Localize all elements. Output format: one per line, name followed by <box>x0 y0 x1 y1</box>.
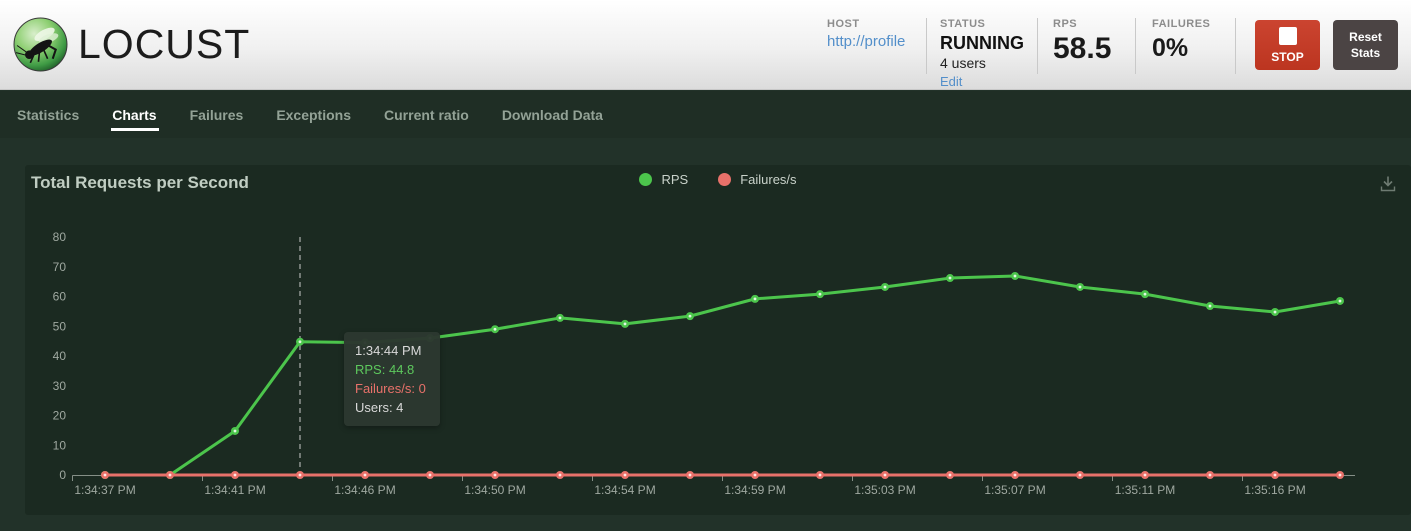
svg-text:0: 0 <box>59 468 66 482</box>
tab-failures[interactable]: Failures <box>189 106 244 123</box>
divider <box>1135 18 1136 74</box>
chart-title: Total Requests per Second <box>31 173 249 192</box>
svg-text:10: 10 <box>53 438 67 452</box>
svg-text:40: 40 <box>53 349 67 363</box>
locust-logo-icon <box>13 17 68 72</box>
svg-text:1:35:07 PM: 1:35:07 PM <box>984 483 1045 497</box>
svg-text:60: 60 <box>53 290 67 304</box>
divider <box>1235 18 1236 74</box>
stop-button[interactable]: STOP <box>1255 20 1320 70</box>
host-label: HOST <box>827 18 860 30</box>
download-chart-icon[interactable] <box>1378 174 1398 194</box>
failures-stat: FAILURES 0% <box>1152 18 1210 63</box>
stop-icon <box>1278 26 1297 45</box>
tab-current-ratio[interactable]: Current ratio <box>384 106 469 123</box>
svg-text:80: 80 <box>53 230 67 244</box>
svg-text:1:35:03 PM: 1:35:03 PM <box>854 483 915 497</box>
status-users: 4 users <box>940 55 986 71</box>
reset-stats-button[interactable]: Reset Stats <box>1333 20 1398 70</box>
svg-text:1:34:46 PM: 1:34:46 PM <box>334 483 395 497</box>
chart-legend: RPS Failures/s <box>25 172 1411 187</box>
host-link[interactable]: http://profile <box>827 33 906 50</box>
rps-legend-dot-icon <box>639 173 653 186</box>
failures-value: 0% <box>1152 34 1189 62</box>
tooltip-users-label: Users: <box>355 400 397 415</box>
logo-text: LOCUST <box>78 21 251 67</box>
tooltip-rps-label: RPS: <box>355 362 389 377</box>
main-content: Total Requests per Second RPS Failures/s… <box>0 138 1411 531</box>
status-label: STATUS <box>940 18 986 30</box>
tooltip-time: 1:34:44 PM <box>355 343 422 358</box>
host-stat: HOST http://profile <box>827 18 905 50</box>
svg-text:1:34:41 PM: 1:34:41 PM <box>204 483 265 497</box>
tab-charts[interactable]: Charts <box>111 91 159 138</box>
rps-stat: RPS 58.5 <box>1053 18 1111 65</box>
divider <box>1037 18 1038 74</box>
header: LOCUST HOST http://profile STATUS RUNNIN… <box>0 0 1411 90</box>
tab-download-data[interactable]: Download Data <box>501 106 603 123</box>
status-value: RUNNING <box>940 33 1024 53</box>
svg-text:1:35:11 PM: 1:35:11 PM <box>1115 483 1175 497</box>
svg-text:1:35:16 PM: 1:35:16 PM <box>1244 483 1305 497</box>
legend-item-rps[interactable]: RPS <box>639 172 688 187</box>
svg-text:70: 70 <box>53 260 67 274</box>
rps-value: 58.5 <box>1053 32 1112 65</box>
tooltip-failures: Failures/s: 0 <box>355 379 429 398</box>
svg-text:30: 30 <box>53 379 67 393</box>
rps-label: RPS <box>1053 18 1078 30</box>
stop-button-label: STOP <box>1271 49 1304 64</box>
failures-legend-dot-icon <box>718 173 732 186</box>
svg-text:20: 20 <box>53 409 67 423</box>
svg-text:50: 50 <box>53 319 67 333</box>
svg-text:1:34:37 PM: 1:34:37 PM <box>74 483 135 497</box>
tooltip-users: Users: 4 <box>355 398 429 417</box>
tooltip-rps: RPS: 44.8 <box>355 360 429 379</box>
tooltip-failures-value: 0 <box>418 381 426 396</box>
rps-legend-label: RPS <box>661 172 689 187</box>
failures-legend-label: Failures/s <box>740 172 797 187</box>
svg-text:1:34:50 PM: 1:34:50 PM <box>464 483 525 497</box>
divider <box>926 18 927 74</box>
tooltip-rps-value: 44.8 <box>388 362 415 377</box>
nav-bar: Statistics Charts Failures Exceptions Cu… <box>0 91 1411 138</box>
status-stat: STATUS RUNNING 4 users Edit <box>940 18 1024 91</box>
legend-item-failures[interactable]: Failures/s <box>718 172 797 187</box>
tooltip-failures-label: Failures/s: <box>355 381 419 396</box>
rps-chart-panel: Total Requests per Second RPS Failures/s… <box>25 165 1411 515</box>
tab-exceptions[interactable]: Exceptions <box>276 106 352 123</box>
tab-statistics[interactable]: Statistics <box>17 106 80 123</box>
tooltip-users-value: 4 <box>396 400 404 415</box>
svg-text:1:34:54 PM: 1:34:54 PM <box>594 483 655 497</box>
edit-link[interactable]: Edit <box>940 74 963 89</box>
failures-label: FAILURES <box>1152 18 1211 30</box>
chart-tooltip: 1:34:44 PM RPS: 44.8 Failures/s: 0 Users… <box>344 332 440 426</box>
svg-text:1:34:59 PM: 1:34:59 PM <box>724 483 785 497</box>
logo[interactable]: LOCUST <box>13 17 250 72</box>
